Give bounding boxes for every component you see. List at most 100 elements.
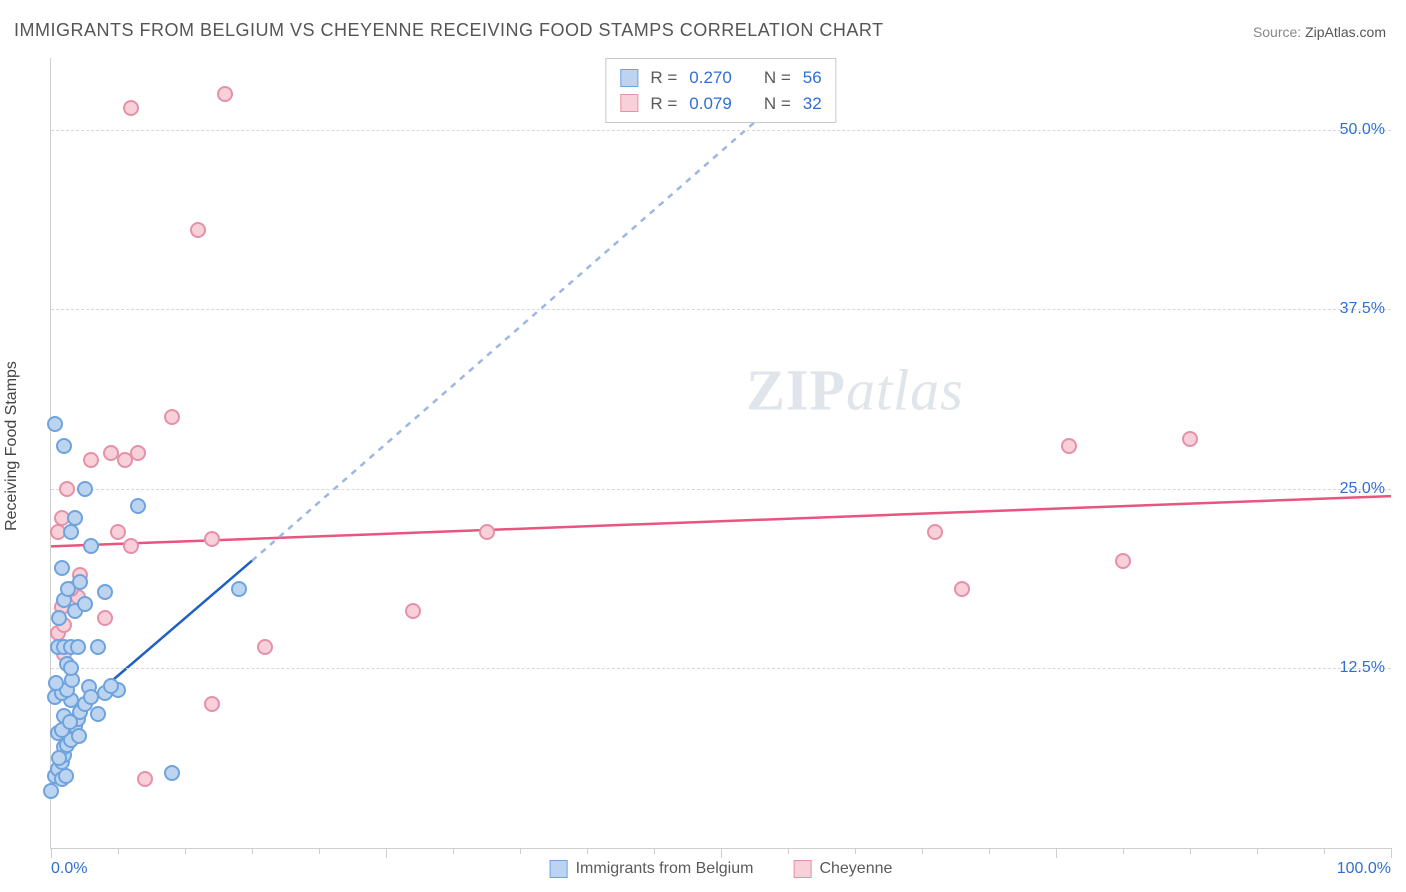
data-point — [123, 538, 139, 554]
data-point — [59, 481, 75, 497]
data-point — [130, 498, 146, 514]
data-point — [479, 524, 495, 540]
correlation-stats-box: R = 0.270 N = 56 R = 0.079 N = 32 — [605, 58, 836, 123]
data-point — [63, 524, 79, 540]
xtick-minor — [855, 848, 856, 854]
data-point — [77, 481, 93, 497]
xtick-label: 0.0% — [51, 860, 87, 878]
xtick-minor — [1190, 848, 1191, 854]
data-point — [204, 696, 220, 712]
data-point — [51, 610, 67, 626]
gridline — [51, 668, 1391, 669]
data-point — [123, 100, 139, 116]
xtick-minor — [252, 848, 253, 854]
data-point — [97, 610, 113, 626]
chart-title: IMMIGRANTS FROM BELGIUM VS CHEYENNE RECE… — [14, 20, 884, 41]
swatch-cheyenne-icon — [620, 94, 638, 112]
gridline — [51, 309, 1391, 310]
xtick-minor — [788, 848, 789, 854]
data-point — [77, 596, 93, 612]
data-point — [130, 445, 146, 461]
chart-wrap: IMMIGRANTS FROM BELGIUM VS CHEYENNE RECE… — [0, 0, 1406, 892]
legend-item-belgium: Immigrants from Belgium — [550, 860, 754, 878]
data-point — [954, 581, 970, 597]
data-point — [164, 765, 180, 781]
data-point — [97, 584, 113, 600]
data-point — [47, 416, 63, 432]
legend-label-cheyenne: Cheyenne — [819, 860, 892, 878]
stats-row-belgium: R = 0.270 N = 56 — [620, 65, 821, 91]
watermark: ZIPatlas — [746, 356, 964, 423]
ytick-label: 50.0% — [1340, 121, 1385, 139]
n-belgium: 56 — [803, 65, 822, 91]
gridline — [51, 489, 1391, 490]
r-label: R = — [650, 65, 677, 91]
data-point — [83, 452, 99, 468]
data-point — [63, 660, 79, 676]
xtick-minor — [1123, 848, 1124, 854]
data-point — [67, 510, 83, 526]
data-point — [72, 574, 88, 590]
data-point — [1182, 431, 1198, 447]
n-label: N = — [764, 91, 791, 117]
xtick-minor — [1324, 848, 1325, 854]
xtick-label: 100.0% — [1337, 860, 1391, 878]
xtick-minor — [520, 848, 521, 854]
data-point — [90, 639, 106, 655]
ytick-label: 25.0% — [1340, 480, 1385, 498]
xtick-minor — [185, 848, 186, 854]
xtick-minor — [989, 848, 990, 854]
legend-label-belgium: Immigrants from Belgium — [576, 860, 754, 878]
ytick-label: 37.5% — [1340, 300, 1385, 318]
data-point — [217, 86, 233, 102]
xtick-minor — [319, 848, 320, 854]
legend-item-cheyenne: Cheyenne — [793, 860, 892, 878]
xtick-major — [721, 848, 722, 858]
data-point — [1115, 553, 1131, 569]
data-point — [56, 438, 72, 454]
r-label: R = — [650, 91, 677, 117]
watermark-zip: ZIP — [746, 357, 846, 422]
data-point — [51, 750, 67, 766]
xtick-minor — [118, 848, 119, 854]
data-point — [48, 675, 64, 691]
data-point — [71, 728, 87, 744]
swatch-cheyenne-icon — [793, 860, 811, 878]
xtick-major — [1391, 848, 1392, 858]
xtick-minor — [587, 848, 588, 854]
data-point — [190, 222, 206, 238]
xtick-major — [51, 848, 52, 858]
gridline — [51, 130, 1391, 131]
source-credit: Source: ZipAtlas.com — [1253, 24, 1386, 40]
data-point — [927, 524, 943, 540]
xtick-minor — [1257, 848, 1258, 854]
n-cheyenne: 32 — [803, 91, 822, 117]
data-point — [83, 538, 99, 554]
watermark-atlas: atlas — [846, 357, 964, 422]
source-label: Source: — [1253, 24, 1301, 40]
data-point — [137, 771, 153, 787]
xtick-minor — [922, 848, 923, 854]
data-point — [110, 524, 126, 540]
data-point — [90, 706, 106, 722]
data-point — [58, 768, 74, 784]
stats-row-cheyenne: R = 0.079 N = 32 — [620, 91, 821, 117]
data-point — [54, 560, 70, 576]
xtick-major — [386, 848, 387, 858]
data-point — [62, 714, 78, 730]
legend: Immigrants from Belgium Cheyenne — [550, 860, 893, 878]
xtick-minor — [453, 848, 454, 854]
n-label: N = — [764, 65, 791, 91]
data-point — [70, 639, 86, 655]
y-axis-label: Receiving Food Stamps — [3, 361, 21, 531]
data-point — [204, 531, 220, 547]
data-point — [164, 409, 180, 425]
data-point — [257, 639, 273, 655]
swatch-belgium-icon — [550, 860, 568, 878]
r-belgium: 0.270 — [689, 65, 732, 91]
data-point — [1061, 438, 1077, 454]
xtick-minor — [654, 848, 655, 854]
data-point — [231, 581, 247, 597]
swatch-belgium-icon — [620, 69, 638, 87]
data-point — [405, 603, 421, 619]
